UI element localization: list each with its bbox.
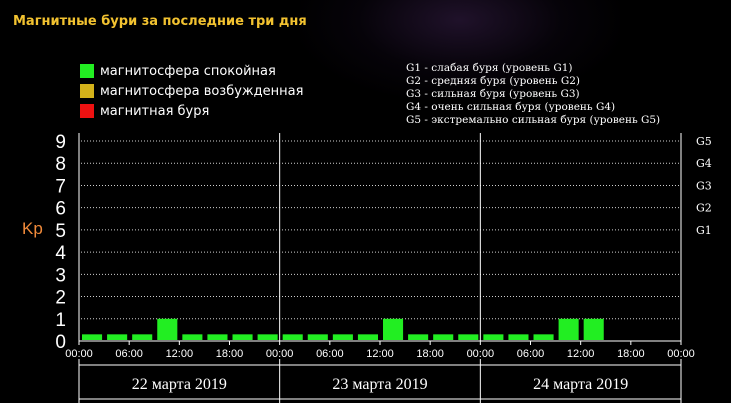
day-label: 22 марта 2019: [132, 376, 227, 393]
y-tick-label: 0: [55, 332, 66, 353]
y-tick-label: 3: [55, 265, 66, 286]
kp-bar: [257, 334, 278, 340]
legend-item-calm: магнитосфера спокойная: [80, 61, 303, 81]
kp-bar: [307, 334, 328, 340]
kp-bar: [533, 334, 554, 340]
kp-bar: [282, 334, 303, 340]
kp-bar: [132, 334, 153, 340]
x-tick-label: 06:00: [316, 348, 344, 360]
x-tick-label: 06:00: [115, 348, 143, 360]
y-tick-label: 1: [55, 310, 66, 331]
kp-bar: [207, 334, 228, 340]
y-tick-label: 7: [55, 176, 66, 197]
day-label: 23 марта 2019: [332, 376, 427, 393]
x-tick-label: 00:00: [65, 348, 93, 360]
x-tick-label: 18:00: [617, 348, 645, 360]
calm-swatch: [80, 64, 94, 78]
y-tick-label: 5: [55, 221, 66, 242]
y-tick-label: 9: [55, 132, 66, 153]
x-tick-label: 00:00: [266, 348, 294, 360]
kp-bar: [157, 318, 178, 340]
kp-bar: [508, 334, 529, 340]
kp-bar: [357, 334, 378, 340]
kp-bar: [107, 334, 128, 340]
excited-swatch: [80, 84, 94, 98]
y-tick-label: 8: [55, 154, 66, 175]
g-level-label: G3: [696, 179, 712, 192]
kp-bar: [383, 318, 404, 340]
y-tick-label: 4: [55, 243, 66, 264]
kp-bar: [583, 318, 604, 340]
page-title: Магнитные бури за последние три дня: [13, 14, 307, 29]
g-level-label: G1: [696, 224, 712, 237]
x-tick-label: 12:00: [166, 348, 194, 360]
legend-label-excited: магнитосфера возбужденная: [100, 83, 304, 99]
g-level-label: G2: [696, 202, 712, 215]
g-scale-g2: G2 - средняя буря (уровень G2): [406, 75, 580, 87]
x-tick-label: 18:00: [216, 348, 244, 360]
kp-bar: [82, 334, 103, 340]
legend-g-scale: G1 - слабая буря (уровень G1) G2 - средн…: [406, 62, 660, 127]
g-scale-g4: G4 - очень сильная буря (уровень G4): [406, 101, 616, 113]
x-tick-label: 06:00: [517, 348, 545, 360]
kp-bar: [408, 334, 429, 340]
x-tick-label: 18:00: [416, 348, 444, 360]
g-scale-g5: G5 - экстремально сильная буря (уровень …: [406, 114, 661, 126]
kp-bar: [332, 334, 353, 340]
kp-bar: [433, 334, 454, 340]
x-tick-label: 00:00: [667, 348, 695, 360]
g-scale-g3: G3 - сильная буря (уровень G3): [406, 88, 580, 100]
y-tick-label: 6: [55, 199, 66, 220]
legend-item-excited: магнитосфера возбужденная: [80, 81, 303, 101]
legend-label-storm: магнитная буря: [100, 103, 210, 119]
day-label: 24 марта 2019: [533, 376, 628, 393]
y-axis-title: Kp: [22, 219, 43, 238]
kp-bar: [483, 334, 504, 340]
storm-swatch: [80, 104, 94, 118]
kp-bar: [182, 334, 203, 340]
y-tick-label: 2: [55, 288, 66, 309]
x-tick-label: 12:00: [366, 348, 394, 360]
g-level-label: G4: [696, 157, 712, 170]
x-tick-label: 00:00: [467, 348, 495, 360]
legend-label-calm: магнитосфера спокойная: [100, 63, 276, 79]
kp-bar: [458, 334, 479, 340]
kp-bar: [558, 318, 579, 340]
g-level-label: G5: [696, 135, 712, 148]
kp-bar: [232, 334, 253, 340]
g-scale-g1: G1 - слабая буря (уровень G1): [406, 62, 573, 74]
legend-item-storm: магнитная буря: [80, 101, 303, 121]
x-tick-label: 12:00: [567, 348, 595, 360]
legend-status: магнитосфера спокойная магнитосфера возб…: [80, 61, 303, 121]
